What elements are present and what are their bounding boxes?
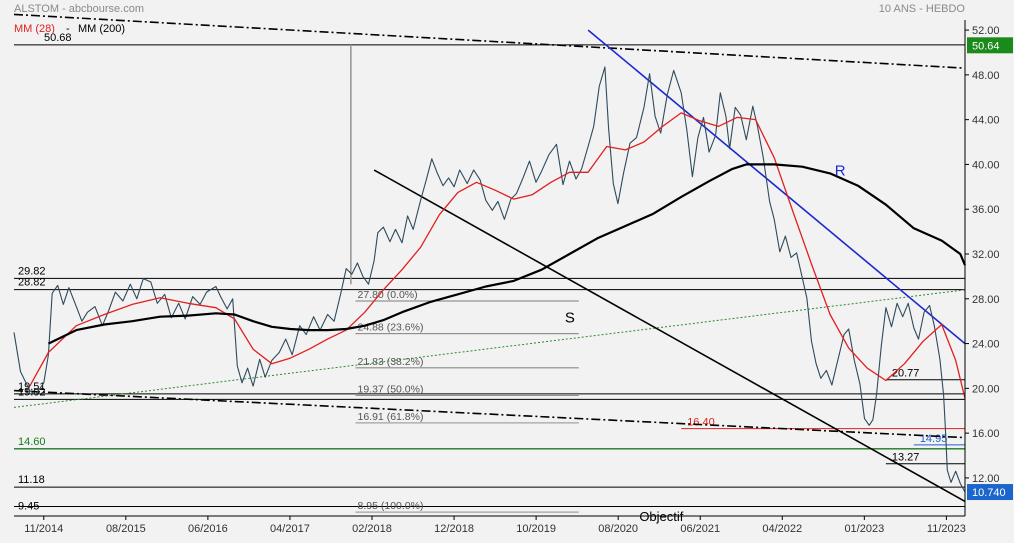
x-tick-label: 08/2020 (598, 523, 638, 535)
y-tick-label: 16.00 (972, 428, 1000, 440)
ma200-line (47, 163, 967, 345)
trendline-support-dashdot-bottom (13, 389, 966, 439)
fibonacci-levels: 27.80 (0.0%) 24.88 (23.6%) 21.83 (38.2%) 19… (355, 289, 579, 513)
x-tick-label: 04/2017 (270, 523, 310, 535)
top-level-tag (967, 37, 1013, 54)
x-tick-label: 11/2014 (24, 523, 63, 535)
short-level-label: 14.95 (920, 433, 948, 445)
y-tick-label: 24.00 (972, 339, 1000, 351)
annotation-r: R (835, 163, 846, 180)
y-tick-label: 40.00 (972, 159, 1000, 171)
legend: MM (28) - MM (200) (14, 23, 125, 35)
top-level-tag-label: 50.64 (972, 40, 1000, 52)
x-tick-label: 10/2019 (516, 523, 556, 535)
annotations: R S Objectif (565, 163, 846, 524)
fib-label: 19.37 (50.0%) (358, 383, 424, 395)
fib-label: 24.88 (23.6%) (358, 322, 424, 334)
level-label: 50.68 (44, 32, 72, 44)
x-tick-label: 08/2015 (106, 523, 146, 535)
price-series (13, 66, 967, 493)
x-tick-label: 06/2021 (680, 523, 720, 535)
fib-label: 16.91 (61.8%) (358, 411, 424, 423)
y-tick-label: 20.00 (972, 383, 1000, 395)
fib-label: 27.80 (0.0%) (358, 289, 418, 301)
header-source: ALSTOM - abcbourse.com (14, 3, 144, 15)
x-tick-label: 01/2023 (844, 523, 884, 535)
trendline-support-S (373, 169, 966, 503)
y-tick-label: 52.00 (972, 25, 1000, 37)
short-level-label: 16.40 (687, 417, 715, 429)
annotation-s: S (565, 309, 575, 326)
legend-separator: - (66, 23, 70, 35)
annotation-objectif: Objectif (639, 509, 683, 524)
trendline-resistance-dashdot-top (13, 13, 966, 69)
axes: 12.00 16.00 20.00 24.00 28.00 32.00 36.00 40.00… (14, 20, 1013, 535)
header-period: 10 ANS - HEBDO (879, 3, 966, 15)
x-tick-label: 12/2018 (434, 523, 474, 535)
ma28-line (29, 112, 966, 399)
horizontal-levels: 50.6829.8228.8219.5119.0214.6011.189.452… (14, 32, 965, 512)
y-tick-label: 12.00 (972, 473, 1000, 485)
level-label: 29.82 (18, 265, 46, 277)
legend-ma-short: MM (28) (14, 23, 55, 35)
short-level-label: 13.27 (892, 452, 920, 464)
price-line (13, 66, 966, 493)
x-tick-label: 11/2023 (927, 523, 966, 535)
level-label: 9.45 (18, 500, 39, 512)
short-level-label: 20.77 (892, 368, 920, 380)
y-tick-label: 44.00 (972, 115, 1000, 127)
last-price-label: 10.740 (972, 487, 1006, 499)
x-tick-label: 04/2022 (762, 523, 802, 535)
x-tick-label: 06/2016 (188, 523, 228, 535)
y-tick-label: 32.00 (972, 249, 1000, 261)
level-label: 28.82 (18, 277, 46, 289)
y-tick-label: 28.00 (972, 294, 1000, 306)
level-label: 14.60 (18, 436, 46, 448)
legend-ma-long: MM (200) (78, 23, 125, 35)
last-price-tag (967, 484, 1013, 501)
y-tick-label: 36.00 (972, 204, 1000, 216)
fib-label: 8.95 (100.0%) (358, 500, 424, 512)
level-label: 11.18 (18, 474, 45, 486)
y-tick-label: 48.00 (972, 70, 1000, 82)
x-tick-label: 02/2018 (352, 523, 392, 535)
fib-label: 21.83 (38.2%) (358, 356, 424, 368)
